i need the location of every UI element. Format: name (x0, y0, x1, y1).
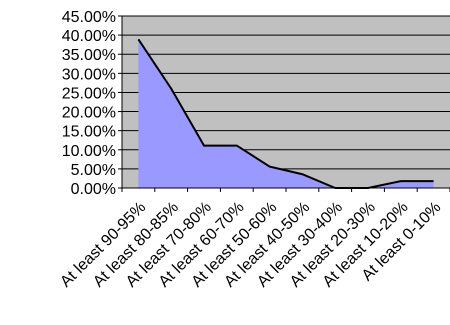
y-tick-label: 10.00% (62, 143, 116, 160)
y-tick-label: 15.00% (62, 124, 116, 141)
y-tick-label: 30.00% (62, 66, 116, 83)
y-tick-label: 35.00% (62, 47, 116, 64)
y-tick-label: 25.00% (62, 85, 116, 102)
series-line (137, 38, 434, 189)
y-tick-label: 40.00% (62, 28, 116, 45)
y-tick-label: 20.00% (62, 105, 116, 122)
y-tick-label: 5.00% (71, 162, 116, 179)
y-tick-label: 0.00% (71, 181, 116, 198)
x-axis-ticks: At least 90-95%At least 80-85%At least 7… (57, 188, 450, 291)
y-axis-ticks: 0.00% 5.00% 10.00% 15.00% 20.00% 25.00% 30.00%… (62, 9, 122, 198)
area-fill (138, 39, 434, 189)
y-tick-label: 45.00% (62, 9, 116, 26)
